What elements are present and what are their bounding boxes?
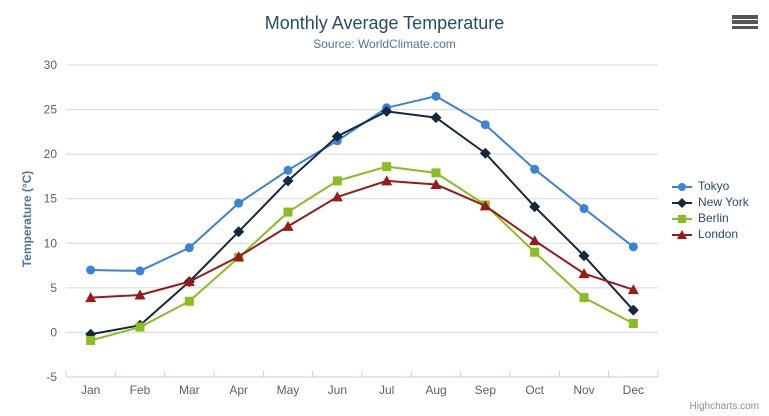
legend-symbol-circle bbox=[672, 182, 692, 191]
circle-marker[interactable] bbox=[579, 204, 589, 214]
triangle-marker[interactable] bbox=[529, 235, 541, 246]
square-marker[interactable] bbox=[86, 335, 96, 345]
triangle-marker[interactable] bbox=[578, 268, 590, 279]
hamburger-icon bbox=[732, 25, 758, 29]
triangle-marker[interactable] bbox=[430, 178, 442, 189]
square-marker[interactable] bbox=[283, 207, 293, 217]
triangle-marker[interactable] bbox=[282, 220, 294, 231]
x-tick-label: May bbox=[277, 383, 300, 397]
y-tick-label: 5 bbox=[50, 281, 57, 295]
chart-title: Monthly Average Temperature bbox=[264, 13, 505, 33]
x-tick-label: Jul bbox=[379, 383, 394, 397]
square-marker[interactable] bbox=[431, 168, 441, 178]
y-tick-label: -5 bbox=[46, 370, 57, 384]
diamond-marker[interactable] bbox=[677, 197, 687, 208]
x-tick-label: Aug bbox=[425, 383, 446, 397]
legend-item-berlin[interactable]: Berlin bbox=[671, 210, 749, 226]
x-tick-label: Nov bbox=[573, 383, 594, 397]
triangle-marker[interactable] bbox=[677, 229, 687, 239]
x-tick-label: Feb bbox=[130, 383, 151, 397]
y-tick-label: 15 bbox=[44, 192, 58, 206]
triangle-marker[interactable] bbox=[134, 289, 146, 300]
circle-marker[interactable] bbox=[678, 182, 686, 191]
series-line-berlin[interactable] bbox=[89, 165, 635, 342]
y-tick-label: 10 bbox=[44, 236, 58, 250]
square-marker[interactable] bbox=[579, 293, 589, 303]
triangle-marker[interactable] bbox=[331, 191, 343, 202]
legend-label: London bbox=[698, 227, 739, 241]
hamburger-icon bbox=[732, 15, 758, 19]
x-tick-label: Jan bbox=[81, 383, 100, 397]
credits-link[interactable]: Highcharts.com bbox=[689, 401, 759, 412]
triangle-marker[interactable] bbox=[627, 284, 639, 295]
series-new-york[interactable] bbox=[85, 105, 639, 340]
circle-marker[interactable] bbox=[480, 120, 490, 130]
series-tokyo[interactable] bbox=[86, 91, 638, 276]
series-line-london[interactable] bbox=[89, 179, 635, 299]
legend-label: New York bbox=[698, 195, 749, 209]
x-tick-label: Apr bbox=[229, 383, 248, 397]
y-tick-label: 0 bbox=[50, 325, 57, 339]
triangle-marker[interactable] bbox=[479, 200, 491, 211]
legend-item-tokyo[interactable]: Tokyo bbox=[671, 178, 749, 194]
legend-label: Tokyo bbox=[698, 179, 730, 193]
chart-subtitle: Source: WorldClimate.com bbox=[313, 37, 456, 51]
diamond-marker[interactable] bbox=[282, 175, 294, 187]
diamond-marker[interactable] bbox=[233, 226, 245, 238]
legend-label: Berlin bbox=[698, 211, 729, 225]
legend-symbol-triangle bbox=[672, 229, 692, 239]
square-marker[interactable] bbox=[382, 162, 392, 172]
circle-marker[interactable] bbox=[628, 242, 638, 252]
legend-item-new-york[interactable]: New York bbox=[671, 194, 749, 210]
diamond-marker[interactable] bbox=[381, 105, 393, 117]
x-tick-label: Dec bbox=[623, 383, 644, 397]
series-line-new-york[interactable] bbox=[89, 110, 635, 336]
legend: Tokyo New York Berlin London bbox=[671, 178, 749, 242]
legend-symbol-diamond bbox=[672, 197, 692, 208]
x-tick-label: Jun bbox=[328, 383, 347, 397]
diamond-marker[interactable] bbox=[430, 112, 442, 124]
triangle-marker[interactable] bbox=[233, 251, 245, 262]
hamburger-icon bbox=[732, 20, 758, 24]
circle-marker[interactable] bbox=[135, 266, 145, 276]
circle-marker[interactable] bbox=[184, 243, 194, 253]
diamond-marker[interactable] bbox=[529, 201, 541, 213]
diamond-marker[interactable] bbox=[331, 130, 343, 142]
triangle-marker[interactable] bbox=[85, 292, 97, 303]
context-menu-button[interactable] bbox=[732, 13, 758, 31]
square-marker[interactable] bbox=[628, 319, 638, 329]
square-marker[interactable] bbox=[135, 322, 145, 332]
y-tick-label: 30 bbox=[44, 58, 58, 72]
circle-marker[interactable] bbox=[234, 198, 244, 208]
square-marker[interactable] bbox=[184, 296, 194, 306]
legend-item-london[interactable]: London bbox=[671, 226, 749, 242]
circle-marker[interactable] bbox=[530, 164, 540, 174]
series-line-tokyo[interactable] bbox=[89, 95, 635, 272]
square-marker[interactable] bbox=[332, 176, 342, 186]
circle-marker[interactable] bbox=[86, 265, 96, 275]
y-tick-label: 20 bbox=[44, 147, 58, 161]
triangle-marker[interactable] bbox=[183, 276, 195, 287]
x-tick-label: Oct bbox=[525, 383, 544, 397]
x-tick-label: Sep bbox=[475, 383, 497, 397]
square-marker[interactable] bbox=[530, 247, 540, 257]
x-tick-label: Mar bbox=[179, 383, 200, 397]
diamond-marker[interactable] bbox=[627, 304, 639, 316]
legend-symbol-square bbox=[672, 214, 692, 223]
y-tick-label: 25 bbox=[44, 103, 58, 117]
diamond-marker[interactable] bbox=[578, 250, 590, 262]
circle-marker[interactable] bbox=[283, 165, 293, 175]
y-axis-title: Temperature (°C) bbox=[20, 170, 34, 268]
triangle-marker[interactable] bbox=[381, 175, 393, 186]
series-london[interactable] bbox=[85, 175, 639, 303]
circle-marker[interactable] bbox=[431, 91, 441, 101]
diamond-marker[interactable] bbox=[479, 147, 491, 159]
square-marker[interactable] bbox=[678, 214, 686, 223]
